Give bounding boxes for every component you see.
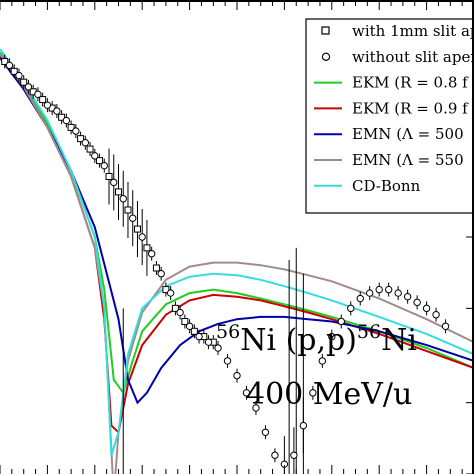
data-point-square bbox=[133, 225, 141, 233]
data-point-circle bbox=[34, 90, 42, 99]
data-point-circle bbox=[233, 371, 241, 380]
legend-rows: with 1mm slit ap without slit aper EKM (R … bbox=[314, 22, 474, 195]
data-point-square bbox=[86, 145, 94, 153]
data-point-circle bbox=[91, 152, 99, 160]
data-point-circle bbox=[271, 451, 279, 459]
legend-entry: with 1mm slit ap bbox=[321, 22, 474, 40]
data-point-square bbox=[77, 135, 85, 143]
legend-entry: CD-Bonn bbox=[314, 177, 421, 195]
legend-label: EKM (R = 0.9 f bbox=[352, 99, 469, 117]
data-point-square bbox=[171, 304, 179, 312]
data-point-circle bbox=[129, 214, 137, 222]
data-point-circle bbox=[328, 332, 336, 341]
data-point-square bbox=[181, 318, 189, 326]
data-point-circle bbox=[375, 285, 383, 294]
data-point-circle bbox=[252, 404, 260, 412]
legend-entry: EMN (Λ = 550 bbox=[314, 151, 464, 169]
curves-layer bbox=[0, 48, 474, 474]
data-point-circle bbox=[413, 298, 421, 307]
legend-label: CD-Bonn bbox=[352, 177, 421, 195]
data-point-circle bbox=[204, 338, 213, 346]
data-point-square bbox=[190, 327, 198, 335]
data-point-circle bbox=[43, 101, 52, 109]
data-point-circle bbox=[318, 357, 327, 365]
data-point-square bbox=[115, 188, 122, 196]
data-point-circle bbox=[138, 233, 146, 241]
data-point-square bbox=[67, 123, 75, 131]
legend: with 1mm slit ap without slit aper EKM (R … bbox=[305, 18, 474, 214]
legend-swatch-square bbox=[321, 26, 330, 35]
data-point-circle bbox=[366, 289, 374, 297]
data-point-circle bbox=[15, 71, 23, 80]
reaction-sup-1: 56 bbox=[216, 321, 240, 343]
legend-label: without slit aper bbox=[352, 48, 474, 66]
data-point-square bbox=[105, 173, 113, 181]
data-point-square bbox=[39, 96, 47, 104]
data-point-circle bbox=[166, 289, 175, 297]
data-point-circle bbox=[72, 127, 80, 135]
data-point-circle bbox=[195, 332, 203, 341]
data-point-circle bbox=[356, 294, 364, 303]
legend-entry: EKM (R = 0.9 f bbox=[314, 99, 469, 117]
series-line-4 bbox=[0, 57, 474, 405]
data-point-circle bbox=[62, 116, 71, 125]
data-point-circle bbox=[185, 322, 194, 330]
legend-entry: EMN (Λ = 500 bbox=[314, 125, 464, 143]
data-point-square bbox=[96, 157, 104, 165]
reaction-base-1: Ni (p,p) bbox=[240, 323, 357, 358]
data-point-circle bbox=[290, 451, 298, 459]
data-point-circle bbox=[214, 344, 222, 352]
legend-entry: without slit aper bbox=[321, 48, 474, 66]
data-point-circle bbox=[110, 178, 118, 187]
data-point-circle bbox=[441, 322, 450, 330]
legend-label: EMN (Λ = 550 bbox=[352, 151, 464, 169]
reaction-annotation: 56Ni (p,p)56Ni bbox=[216, 321, 417, 358]
data-point-square bbox=[162, 286, 170, 294]
data-point-circle bbox=[394, 289, 402, 297]
data-point-circle bbox=[337, 317, 345, 326]
data-point-circle bbox=[309, 389, 317, 397]
data-point-circle bbox=[299, 421, 308, 430]
marker-layer bbox=[1, 58, 450, 468]
data-point-circle bbox=[223, 357, 232, 365]
data-point-circle bbox=[403, 292, 412, 301]
legend-swatch-circle bbox=[321, 52, 331, 62]
legend-label: with 1mm slit ap bbox=[352, 22, 474, 40]
data-point-circle bbox=[422, 304, 431, 313]
legend-frame bbox=[305, 18, 474, 214]
data-point-circle bbox=[157, 270, 165, 278]
legend-label: EKM (R = 0.8 f bbox=[352, 74, 469, 92]
data-point-circle bbox=[347, 304, 355, 313]
data-point-square bbox=[20, 78, 28, 86]
data-point-circle bbox=[100, 161, 108, 170]
data-point-square bbox=[124, 206, 132, 214]
data-point-circle bbox=[242, 389, 251, 397]
data-point-circle bbox=[432, 311, 440, 319]
legend-label: EMN (Λ = 500 bbox=[352, 125, 464, 143]
data-point-square bbox=[10, 67, 18, 75]
reaction-base-2: Ni bbox=[381, 323, 417, 358]
data-point-square bbox=[1, 58, 9, 66]
data-point-circle bbox=[81, 138, 90, 147]
energy-annotation: 400 MeV/u bbox=[246, 377, 412, 412]
legend-entry: EKM (R = 0.8 f bbox=[314, 74, 469, 92]
reaction-sup-2: 56 bbox=[357, 321, 381, 343]
data-point-circle bbox=[119, 195, 127, 203]
data-point-square bbox=[58, 113, 66, 121]
data-point-circle bbox=[53, 107, 61, 115]
data-point-square bbox=[152, 264, 160, 272]
data-point-circle bbox=[261, 428, 270, 436]
data-point-circle bbox=[176, 308, 184, 317]
data-point-circle bbox=[147, 250, 156, 258]
data-point-circle bbox=[384, 285, 393, 294]
data-point-square bbox=[143, 244, 151, 252]
data-point-circle bbox=[24, 83, 33, 91]
data-point-circle bbox=[5, 61, 14, 70]
